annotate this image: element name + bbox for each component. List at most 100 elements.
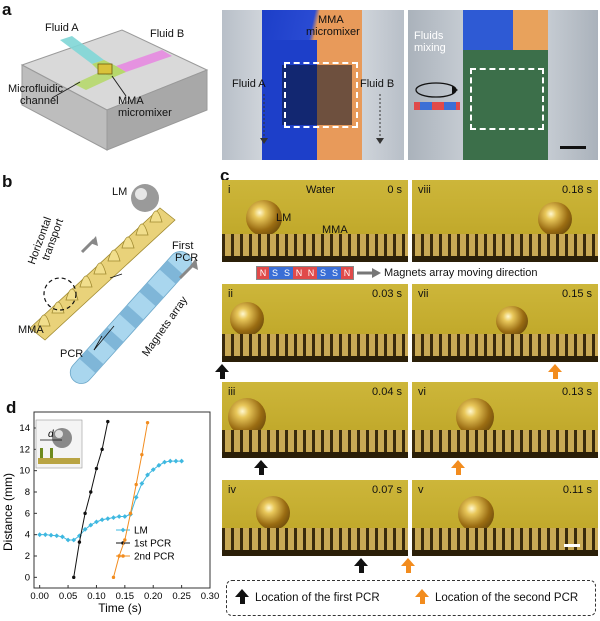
frame-roman: vi — [418, 386, 426, 398]
moving-direction-label: Magnets array moving direction — [384, 267, 538, 279]
liquid-metal-droplet — [230, 302, 264, 336]
magnet-cell: N — [257, 267, 269, 279]
frame-roman: i — [228, 184, 231, 196]
x-tick-label: 0.10 — [87, 591, 106, 602]
data-point — [116, 514, 122, 519]
magnet-cell: N — [293, 267, 305, 279]
photo-fluid-b-label: Fluid B — [360, 78, 395, 90]
data-point — [48, 532, 54, 538]
frame-iv: iv 0.07 s — [222, 480, 408, 556]
mma-label-b: MMA — [18, 324, 44, 336]
panel-a-label: a — [2, 0, 12, 19]
liquid-metal-droplet — [256, 496, 290, 530]
panel-c-label: c — [220, 166, 230, 185]
data-point — [94, 466, 99, 471]
data-point — [99, 517, 105, 523]
data-point — [83, 511, 87, 516]
microfluidic-chip-schematic — [20, 29, 209, 151]
magnet-cell: N — [305, 267, 317, 279]
liquid-metal-droplet — [538, 202, 572, 236]
data-point — [150, 467, 156, 472]
y-tick-label: 12 — [19, 444, 30, 455]
panel-d-label: d — [6, 398, 17, 417]
frame-i: i 0 s — [222, 180, 408, 262]
data-point — [105, 516, 111, 522]
frame-roman: v — [418, 484, 424, 496]
legend-first-label: Location of the first PCR — [255, 592, 380, 604]
y-tick-label: 8 — [25, 487, 30, 498]
mma-label: MMA — [118, 95, 144, 107]
y-tick-label: 0 — [25, 572, 30, 583]
magnet-cell: S — [269, 267, 281, 279]
data-point — [139, 481, 145, 486]
first-label: First — [172, 240, 194, 252]
data-point — [145, 420, 150, 425]
droplet-inset: d — [35, 419, 83, 469]
magnet-cell: S — [281, 267, 293, 279]
data-point — [140, 452, 144, 457]
x-axis-label: Time (s) — [98, 601, 142, 615]
inset-d-label: d — [48, 429, 54, 440]
y-tick-label: 4 — [25, 530, 30, 541]
data-point — [94, 519, 99, 525]
frame-time: 0.07 s — [372, 484, 402, 496]
frame-viii: viii 0.18 s — [412, 180, 598, 262]
frame-vii: vii 0.15 s — [412, 284, 598, 362]
frame-roman: vii — [418, 288, 429, 300]
data-point — [71, 537, 77, 543]
flow-arrows — [260, 94, 384, 144]
x-tick-label: 0.30 — [201, 591, 220, 602]
data-point — [65, 537, 71, 543]
frame-roman: iii — [228, 386, 236, 398]
mma-pcr-schematic — [29, 184, 198, 384]
data-point — [82, 526, 88, 532]
rotation-icon — [414, 82, 460, 110]
data-point — [145, 472, 150, 478]
frame-time: 0.13 s — [562, 386, 592, 398]
direction-arrow-icon — [357, 268, 381, 278]
frame-time: 0 s — [387, 184, 402, 196]
mma-label-c: MMA — [322, 224, 348, 236]
frame-time: 0.04 s — [372, 386, 402, 398]
data-point — [37, 532, 43, 538]
data-point — [89, 490, 93, 494]
magnets-bar: N S S N N S S N — [256, 266, 354, 280]
frame-v: v 0.11 s — [412, 480, 598, 556]
series-line — [39, 460, 182, 541]
frame-time: 0.03 s — [372, 288, 402, 300]
liquid-metal-droplet — [246, 200, 282, 236]
frame-iii: iii 0.04 s — [222, 382, 408, 458]
distance-time-chart: 0.00 0.05 0.10 0.15 0.20 0.25 0.3002468101214 … — [1, 411, 220, 615]
data-point — [111, 575, 116, 580]
x-tick-label: 0.15 — [116, 591, 135, 602]
pcr-label-2: PCR — [60, 348, 84, 360]
liquid-metal-droplet — [496, 306, 528, 336]
x-tick-label: 0.05 — [59, 591, 78, 602]
plot-frame — [33, 411, 211, 589]
data-point — [72, 575, 76, 580]
y-tick-label: 2 — [25, 551, 30, 562]
y-tick-label: 10 — [19, 466, 30, 477]
photo-mma-label: MMA — [318, 14, 344, 26]
photo-micromixer-label: micromixer — [306, 26, 360, 38]
liquid-metal-droplet — [228, 398, 266, 436]
water-label: Water — [306, 184, 335, 196]
legend-second-label: Location of the second PCR — [435, 592, 579, 604]
liquid-metal-droplet — [458, 496, 494, 532]
data-point — [134, 482, 138, 487]
frame-roman: viii — [418, 184, 431, 196]
y-tick-label: 14 — [19, 423, 30, 434]
lm-label-c: LM — [276, 212, 292, 224]
pcr-label: PCR — [175, 252, 199, 264]
pcr-location-legend: Location of the first PCR Location of th… — [226, 580, 596, 616]
y-axis-label: Distance (mm) — [1, 473, 15, 551]
mixing-label: mixing — [414, 42, 446, 54]
data-point — [156, 462, 162, 468]
legend-marker — [121, 554, 125, 558]
microfluidic-label: Microfluidic — [8, 83, 64, 95]
channel-label: channel — [20, 95, 59, 107]
data-point — [128, 511, 133, 516]
fluids-label: Fluids — [414, 30, 444, 42]
data-point — [54, 533, 60, 539]
frame-time: 0.15 s — [562, 288, 592, 300]
